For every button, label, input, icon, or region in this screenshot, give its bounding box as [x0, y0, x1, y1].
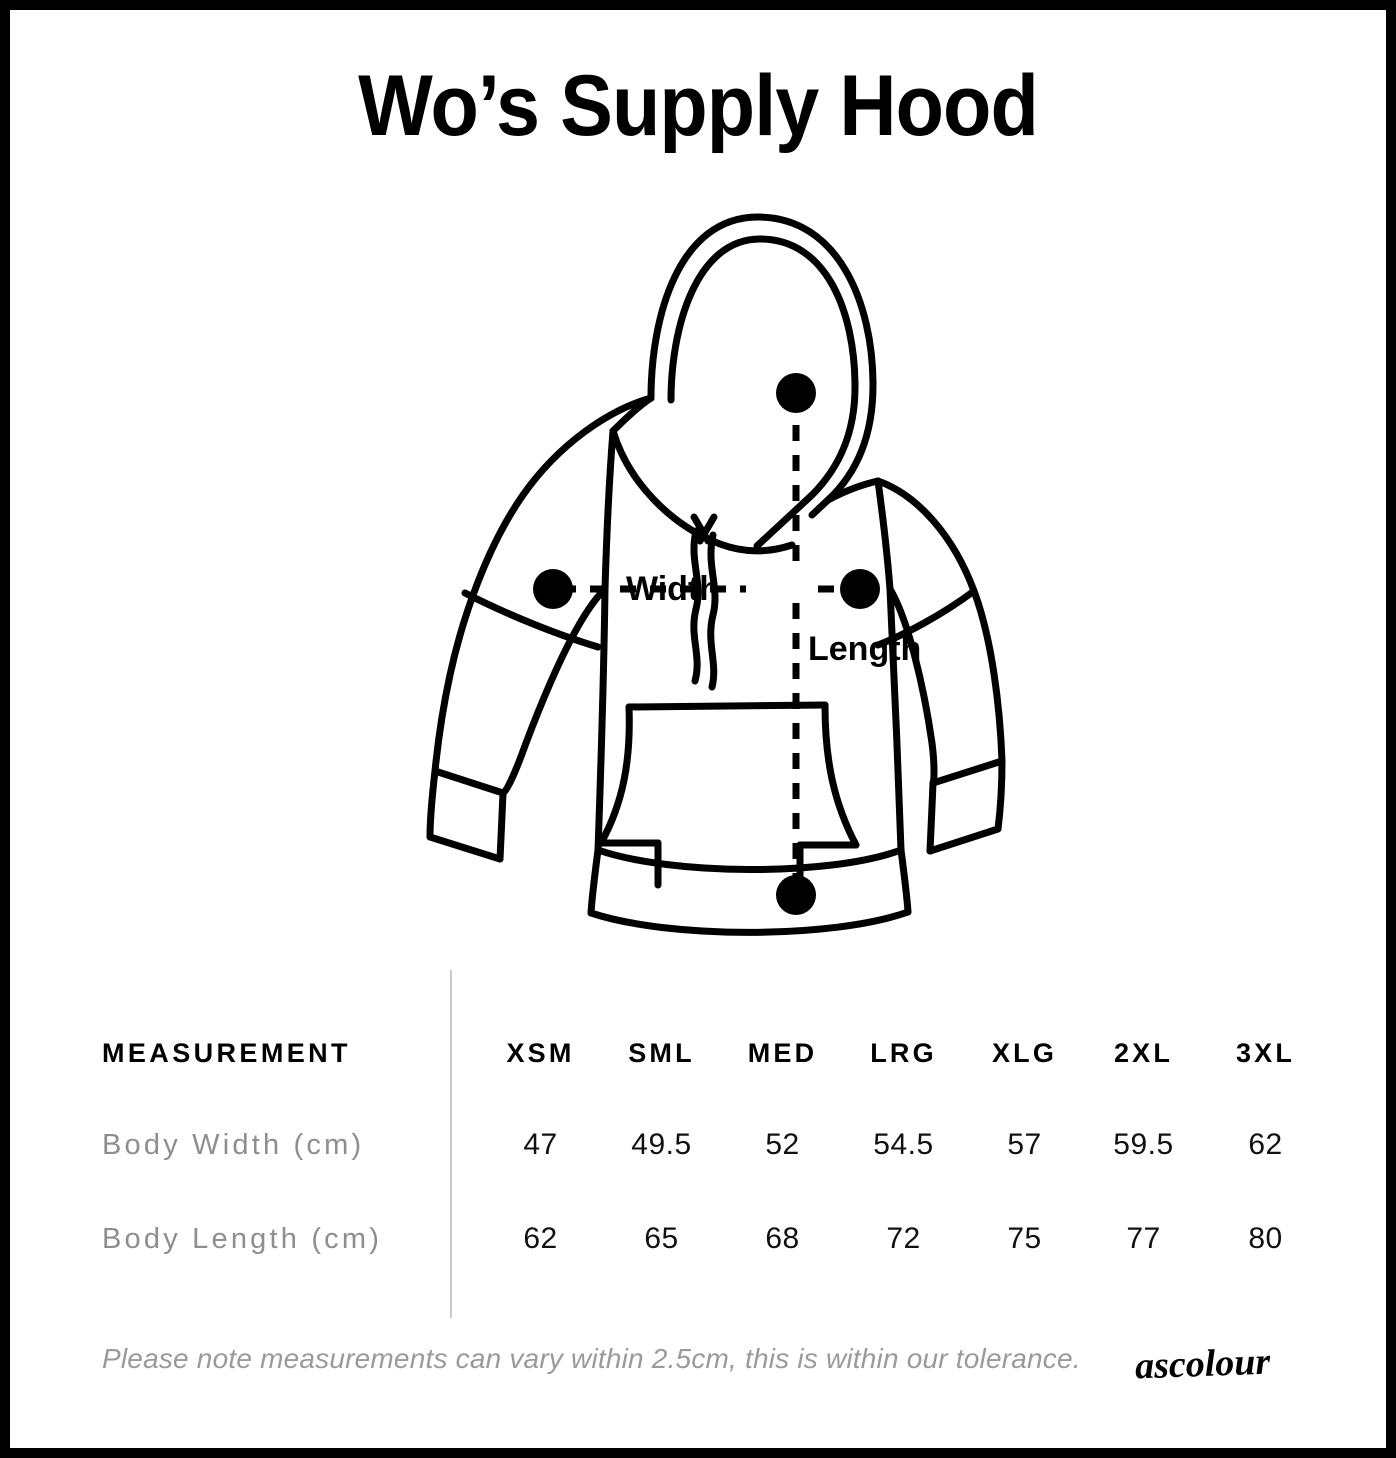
cell-body-width-3xl: 62: [1248, 1128, 1283, 1161]
cell-body-length-xlg: 75: [1007, 1222, 1042, 1255]
row-label-body-length: Body Length (cm): [102, 1223, 383, 1255]
length-top-dot: [776, 373, 816, 413]
table-column-divider: [450, 970, 452, 1318]
size-header-xlg: XLG: [991, 1038, 1058, 1068]
size-header-xsm: XSM: [506, 1038, 575, 1068]
ascolour-wordmark: ascolour: [1134, 1341, 1272, 1388]
tolerance-note: Please note measurements can vary within…: [102, 1343, 1081, 1374]
cell-body-width-xlg: 57: [1007, 1128, 1042, 1161]
width-label: Width: [626, 570, 720, 608]
measurement-table: MEASUREMENT XSM SML MED LRG XLG 2XL 3XL …: [10, 965, 1386, 1325]
cell-body-length-lrg: 72: [886, 1222, 921, 1255]
size-header-3xl: 3XL: [1235, 1038, 1296, 1068]
row-label-body-width: Body Width (cm): [102, 1129, 365, 1161]
cell-body-length-3xl: 80: [1248, 1222, 1283, 1255]
page-title: Wo’s Supply Hood: [358, 58, 1039, 154]
table-row: Body Width (cm) 47 49.5 52 54.5 57 59.5 …: [10, 1125, 1386, 1165]
width-right-dot: [840, 569, 880, 609]
measurement-column-header: MEASUREMENT: [102, 1038, 351, 1068]
length-bottom-dot: [776, 875, 816, 915]
size-header-med: MED: [747, 1038, 818, 1068]
cell-body-width-xsm: 47: [523, 1128, 558, 1161]
cell-body-length-sml: 65: [644, 1222, 679, 1255]
size-header-lrg: LRG: [870, 1038, 937, 1068]
hoodie-illustration: Width Length: [408, 195, 1008, 955]
cell-body-length-2xl: 77: [1126, 1222, 1161, 1255]
cell-body-width-sml: 49.5: [631, 1128, 692, 1161]
ascolour-logo: ascolour: [1108, 1332, 1298, 1394]
size-header-sml: SML: [628, 1038, 695, 1068]
cell-body-length-med: 68: [765, 1222, 800, 1255]
size-header-2xl: 2XL: [1113, 1038, 1174, 1068]
width-left-dot: [533, 569, 573, 609]
measure-endpoint-dots: [533, 373, 880, 915]
cell-body-width-med: 52: [765, 1128, 800, 1161]
table-row: Body Length (cm) 62 65 68 72 75 77 80: [10, 1219, 1386, 1259]
cell-body-width-2xl: 59.5: [1113, 1128, 1174, 1161]
cell-body-length-xsm: 62: [523, 1222, 558, 1255]
length-label: Length: [808, 630, 921, 668]
table-header-row: MEASUREMENT XSM SML MED LRG XLG 2XL 3XL: [10, 1033, 1386, 1073]
cell-body-width-lrg: 54.5: [873, 1128, 934, 1161]
